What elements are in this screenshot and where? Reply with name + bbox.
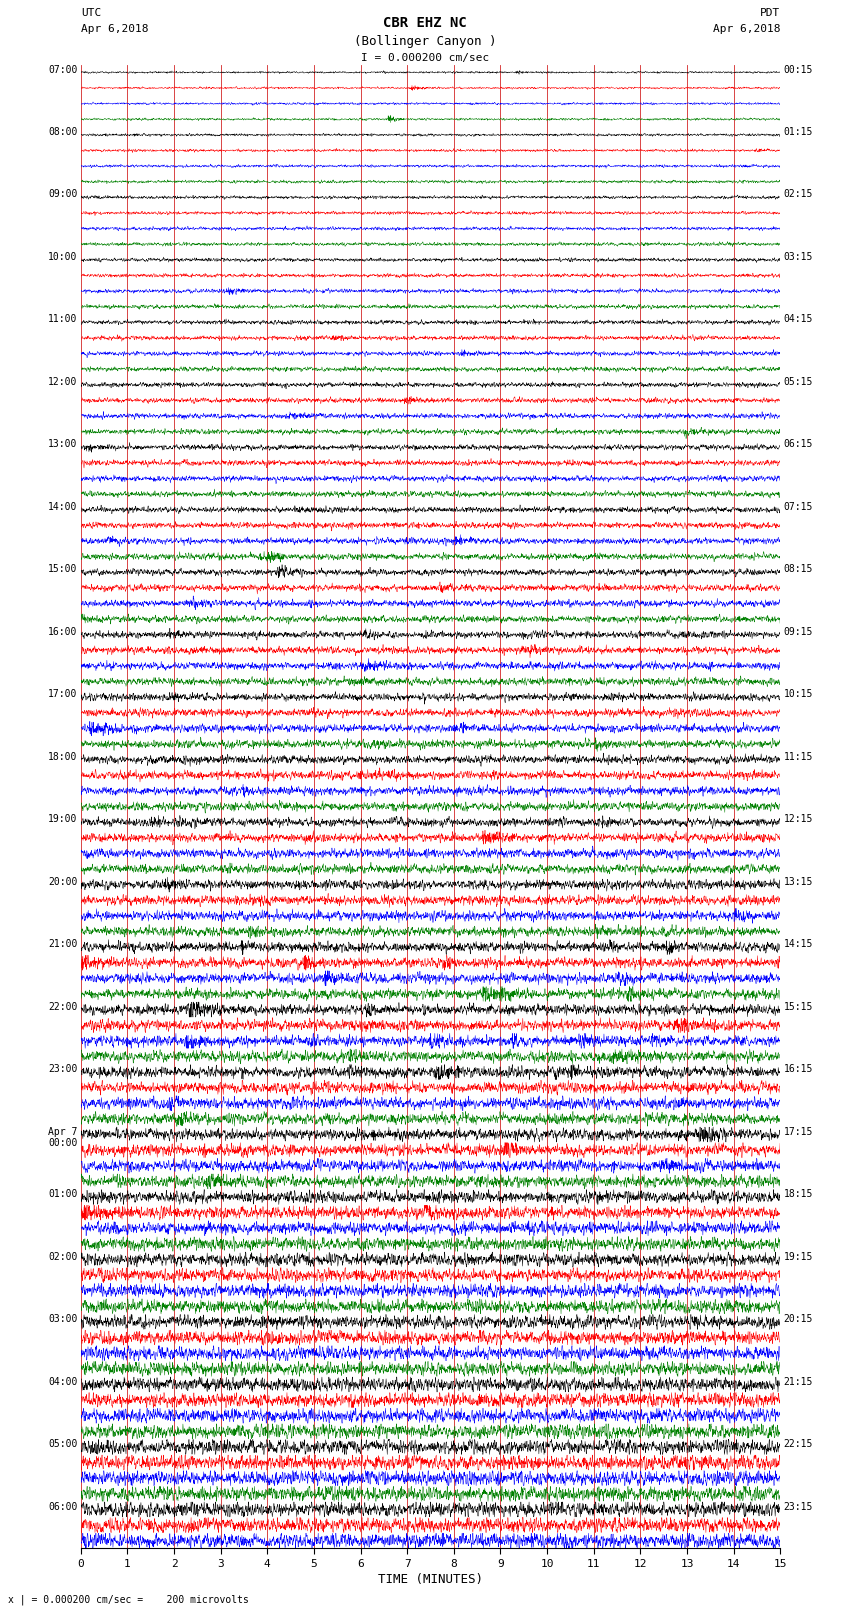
Text: 02:15: 02:15 — [784, 189, 813, 200]
Text: x | = 0.000200 cm/sec =    200 microvolts: x | = 0.000200 cm/sec = 200 microvolts — [8, 1594, 249, 1605]
Text: 03:00: 03:00 — [48, 1315, 77, 1324]
X-axis label: TIME (MINUTES): TIME (MINUTES) — [378, 1573, 483, 1586]
Text: 21:00: 21:00 — [48, 939, 77, 950]
Text: UTC: UTC — [81, 8, 101, 18]
Text: 09:00: 09:00 — [48, 189, 77, 200]
Text: I = 0.000200 cm/sec: I = 0.000200 cm/sec — [361, 53, 489, 63]
Text: PDT: PDT — [760, 8, 780, 18]
Text: 06:00: 06:00 — [48, 1502, 77, 1511]
Text: 08:00: 08:00 — [48, 127, 77, 137]
Text: Apr 6,2018: Apr 6,2018 — [81, 24, 148, 34]
Text: 15:00: 15:00 — [48, 565, 77, 574]
Text: 16:15: 16:15 — [784, 1065, 813, 1074]
Text: 13:15: 13:15 — [784, 877, 813, 887]
Text: 00:15: 00:15 — [784, 65, 813, 74]
Text: 05:00: 05:00 — [48, 1439, 77, 1448]
Text: 06:15: 06:15 — [784, 439, 813, 450]
Text: 22:15: 22:15 — [784, 1439, 813, 1448]
Text: 19:15: 19:15 — [784, 1252, 813, 1261]
Text: 05:15: 05:15 — [784, 377, 813, 387]
Text: 12:15: 12:15 — [784, 815, 813, 824]
Text: Apr 6,2018: Apr 6,2018 — [713, 24, 780, 34]
Text: 13:00: 13:00 — [48, 439, 77, 450]
Text: 15:15: 15:15 — [784, 1002, 813, 1011]
Text: 04:00: 04:00 — [48, 1376, 77, 1387]
Text: 17:00: 17:00 — [48, 689, 77, 700]
Text: Apr 7
00:00: Apr 7 00:00 — [48, 1127, 77, 1148]
Text: 07:00: 07:00 — [48, 65, 77, 74]
Text: CBR EHZ NC: CBR EHZ NC — [383, 16, 467, 31]
Text: 03:15: 03:15 — [784, 252, 813, 261]
Text: 12:00: 12:00 — [48, 377, 77, 387]
Text: 11:15: 11:15 — [784, 752, 813, 761]
Text: 18:00: 18:00 — [48, 752, 77, 761]
Text: 02:00: 02:00 — [48, 1252, 77, 1261]
Text: 01:15: 01:15 — [784, 127, 813, 137]
Text: 18:15: 18:15 — [784, 1189, 813, 1198]
Text: 21:15: 21:15 — [784, 1376, 813, 1387]
Text: 22:00: 22:00 — [48, 1002, 77, 1011]
Text: 10:00: 10:00 — [48, 252, 77, 261]
Text: 19:00: 19:00 — [48, 815, 77, 824]
Text: 10:15: 10:15 — [784, 689, 813, 700]
Text: 04:15: 04:15 — [784, 315, 813, 324]
Text: 23:15: 23:15 — [784, 1502, 813, 1511]
Text: 09:15: 09:15 — [784, 627, 813, 637]
Text: 20:00: 20:00 — [48, 877, 77, 887]
Text: 11:00: 11:00 — [48, 315, 77, 324]
Text: 14:00: 14:00 — [48, 502, 77, 511]
Text: 16:00: 16:00 — [48, 627, 77, 637]
Text: 07:15: 07:15 — [784, 502, 813, 511]
Text: 01:00: 01:00 — [48, 1189, 77, 1198]
Text: 23:00: 23:00 — [48, 1065, 77, 1074]
Text: 08:15: 08:15 — [784, 565, 813, 574]
Text: (Bollinger Canyon ): (Bollinger Canyon ) — [354, 35, 496, 48]
Text: 17:15: 17:15 — [784, 1127, 813, 1137]
Text: 14:15: 14:15 — [784, 939, 813, 950]
Text: 20:15: 20:15 — [784, 1315, 813, 1324]
